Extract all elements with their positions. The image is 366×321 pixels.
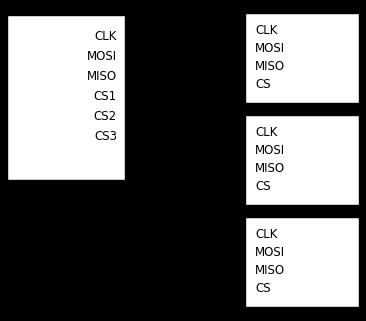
Text: CLK: CLK xyxy=(95,30,117,42)
Bar xyxy=(245,217,359,307)
Bar xyxy=(245,115,359,205)
Bar xyxy=(7,15,125,180)
Text: CS: CS xyxy=(255,77,270,91)
Text: MISO: MISO xyxy=(255,161,285,175)
Text: CS: CS xyxy=(255,179,270,193)
Bar xyxy=(245,13,359,103)
Text: MOSI: MOSI xyxy=(255,246,285,258)
Text: MISO: MISO xyxy=(255,59,285,73)
Text: MISO: MISO xyxy=(255,264,285,276)
Text: MOSI: MOSI xyxy=(87,49,117,63)
Text: CS: CS xyxy=(255,282,270,294)
Text: CS2: CS2 xyxy=(94,109,117,123)
Text: MOSI: MOSI xyxy=(255,41,285,55)
Text: CLK: CLK xyxy=(255,23,277,37)
Text: MOSI: MOSI xyxy=(255,143,285,157)
Text: CS3: CS3 xyxy=(94,129,117,143)
Text: CS1: CS1 xyxy=(94,90,117,102)
Text: CLK: CLK xyxy=(255,126,277,138)
Text: MISO: MISO xyxy=(87,70,117,82)
Text: CLK: CLK xyxy=(255,228,277,240)
